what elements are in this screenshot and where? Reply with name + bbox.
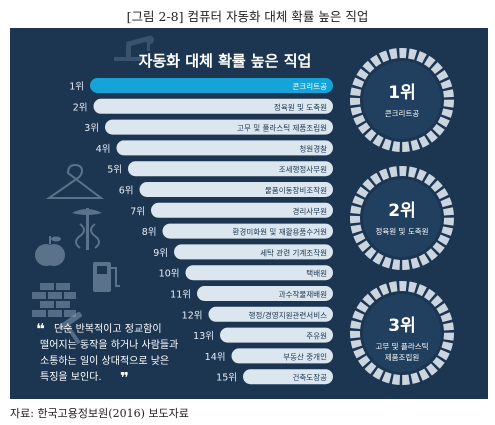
rank-row: 13위 주유원 xyxy=(193,327,333,343)
rank-label: 3위 xyxy=(84,122,99,134)
circle-rank: 2위 xyxy=(388,201,415,221)
occupation-label: 조세행정사무원 xyxy=(279,164,327,174)
rank-label: 11위 xyxy=(170,289,191,301)
rank-row: 8위 환경미화원 및 재활용품수거원 xyxy=(142,223,333,239)
rank-label: 5위 xyxy=(107,164,122,176)
quote-line-1: 단순 반복적이고 정교함이 xyxy=(54,323,162,335)
rank-bar xyxy=(208,306,333,322)
rank-label: 8위 xyxy=(142,226,157,238)
occupation-label: 행정/경영지원관련서비스 xyxy=(249,310,328,320)
rank-label: 14위 xyxy=(205,351,226,363)
occupation-label: 환경미화원 및 재활용품수거원 xyxy=(233,227,328,237)
rank-row: 14위 부동산 중개인 xyxy=(205,348,333,364)
occupation-label: 건축도장공 xyxy=(293,372,328,382)
rank-label: 1위 xyxy=(69,81,84,93)
circle-occupation: 제품조립원 xyxy=(385,353,420,362)
occupation-label: 정육원 및 도축원 xyxy=(274,102,327,112)
rank-bar xyxy=(243,369,333,385)
apple-icon xyxy=(35,236,65,266)
chart-title: 자동화 대체 확률 높은 직업 xyxy=(139,52,312,70)
rank-bar xyxy=(151,202,333,218)
hanger-icon xyxy=(45,163,104,199)
circle-core xyxy=(363,61,441,139)
close-quote-mark: ❞ xyxy=(120,369,129,387)
circle-rank: 3위 xyxy=(388,316,415,336)
occupation-label: 경리사무원 xyxy=(293,206,328,216)
circle-occupation: 콘크리트공 xyxy=(385,109,420,118)
hammer-icon xyxy=(58,311,82,345)
rank-bar xyxy=(197,286,333,301)
circle-ring xyxy=(350,281,454,385)
rank-row: 11위 과수작물재배원 xyxy=(170,286,333,301)
occupation-label: 과수작물재배원 xyxy=(279,289,327,299)
occupation-label: 부동산 중개인 xyxy=(283,351,327,361)
rank-bar xyxy=(139,182,333,197)
rank-bar xyxy=(185,265,333,281)
rank-bar xyxy=(162,223,333,239)
rank-row: 2위 정육원 및 도축원 xyxy=(73,98,333,114)
quote-line-3: 소통하는 일이 상대적으로 낮은 xyxy=(40,354,169,367)
figure-caption: [그림 2-8] 컴퓨터 자동화 대체 확률 높은 직업 xyxy=(126,9,369,24)
rank-bar xyxy=(93,98,333,114)
rank-row: 15위 건축도장공 xyxy=(216,369,333,385)
rank-bar xyxy=(105,119,333,135)
source-note: 자료: 한국고용정보원(2016) 보도자료 xyxy=(10,407,189,420)
occupation-label: 택배원 xyxy=(306,268,327,278)
circle-ring xyxy=(350,166,454,270)
rank-row: 5위 조세행정사무원 xyxy=(107,161,333,177)
rank-row: 9위 세탁 관련 기계조작원 xyxy=(153,244,333,260)
rank-row: 12위 행정/경영지원관련서비스 xyxy=(182,306,333,322)
circle-ring xyxy=(350,48,454,152)
occupation-label: 콘크리트공 xyxy=(293,82,328,91)
rank-label: 4위 xyxy=(96,143,111,155)
occupation-label: 세탁 관련 기계조작원 xyxy=(260,247,327,257)
fuel-pump-icon xyxy=(93,262,120,292)
rank-label: 2위 xyxy=(73,101,88,113)
rank-label: 10위 xyxy=(159,268,180,280)
quote-block: ❝ 단순 반복적이고 정교함이 떨어지는 동작을 하거나 사람들과 소통하는 일… xyxy=(36,320,178,387)
rank-bar xyxy=(90,78,333,93)
rank-row: 10위 택배원 xyxy=(159,265,333,281)
rank-bar xyxy=(174,244,333,260)
circle-core xyxy=(363,179,441,257)
rank-bar xyxy=(128,161,333,177)
rank-row: 7위 경리사무원 xyxy=(130,202,333,218)
quote-line-2: 떨어지는 동작을 하거나 사람들과 xyxy=(40,338,178,351)
occupation-label: 주유원 xyxy=(306,332,327,341)
rank-label: 6위 xyxy=(119,185,134,197)
rank-label: 7위 xyxy=(130,205,145,217)
rank-row: 4위 청원경찰 xyxy=(96,140,333,156)
caduceus-icon xyxy=(72,208,102,250)
rank-bar xyxy=(231,348,333,364)
rank-label: 15위 xyxy=(216,372,237,384)
rank-row: 3위 고무 및 플라스틱 제품조립원 xyxy=(84,119,333,135)
circle-occupation: 정육원 및 도축원 xyxy=(375,226,428,236)
quote-line-4: 특징을 보인다. xyxy=(40,371,102,383)
brick-wall-icon xyxy=(32,283,76,317)
rank-bar xyxy=(220,327,333,343)
circle-occupation: 고무 및 플라스틱 xyxy=(375,341,428,351)
occupation-label: 물품이동장비조작원 xyxy=(265,185,327,195)
circle-core xyxy=(363,294,441,372)
open-quote-mark: ❝ xyxy=(36,320,45,338)
rank-label: 12위 xyxy=(182,309,203,321)
rank-label: 13위 xyxy=(193,330,214,342)
rank-row: 1위 콘크리트공 xyxy=(69,78,333,93)
rank-label: 9위 xyxy=(153,247,168,259)
occupation-label: 청원경찰 xyxy=(299,143,327,153)
occupation-label: 고무 및 플라스틱 제품조립원 xyxy=(237,123,327,133)
infographic-panel: 자동화 대체 확률 높은 직업 1위 콘크리트공 2위 정육원 및 도축원 3위 고무 및… xyxy=(10,28,488,399)
rank-row: 6위 물품이동장비조작원 xyxy=(119,182,333,197)
rank-bar xyxy=(116,140,333,156)
circle-rank: 1위 xyxy=(388,83,415,103)
robot-arm-icon xyxy=(114,35,154,61)
